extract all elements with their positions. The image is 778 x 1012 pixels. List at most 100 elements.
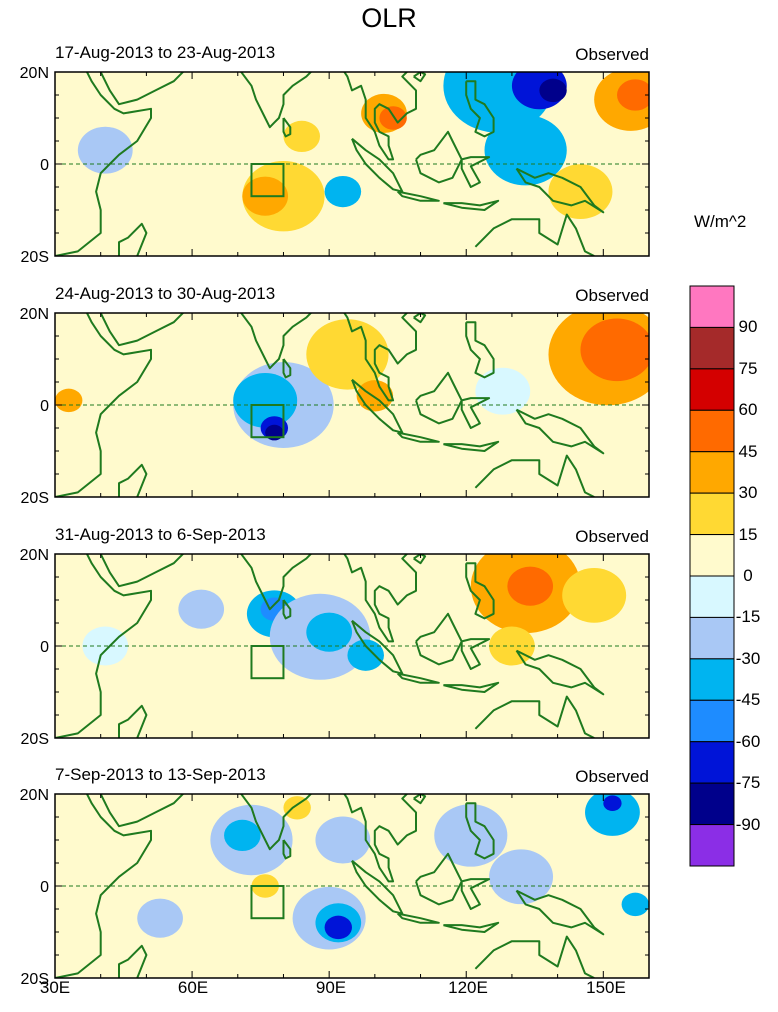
colorbar-level-label: 30 xyxy=(738,483,758,503)
coastline xyxy=(474,695,595,738)
colorbar-level-label: 0 xyxy=(743,566,753,585)
olr-anomaly-blob xyxy=(324,915,352,940)
observed-label: Observed xyxy=(575,286,649,305)
olr-anomaly-blob xyxy=(283,120,321,153)
colorbar-level-label: -45 xyxy=(735,690,761,710)
region-box xyxy=(250,645,285,680)
colorbar-level-label: -30 xyxy=(735,648,761,668)
colorbar-level-label: -75 xyxy=(735,773,761,793)
region-box xyxy=(250,404,285,439)
olr-anomaly-blob xyxy=(315,816,371,864)
map-field xyxy=(55,783,649,978)
olr-panel-2: 24-Aug-2013 to 30-Aug-2013 Observed 20N 0… xyxy=(0,283,778,523)
coastline xyxy=(396,672,440,684)
coastline xyxy=(118,704,148,738)
coastline xyxy=(351,859,404,915)
date-range-label: 31-Aug-2013 to 6-Sep-2013 xyxy=(55,525,266,544)
map-field xyxy=(55,313,649,497)
coastline xyxy=(443,681,500,693)
coastline xyxy=(415,130,463,184)
lat-label: 0 xyxy=(40,879,49,896)
colorbar-level-label: 90 xyxy=(738,317,758,337)
lat-label: 20S xyxy=(21,731,49,748)
olr-anomaly-blob xyxy=(178,589,225,629)
olr-anomaly-blob xyxy=(621,892,649,917)
coastline xyxy=(55,72,152,256)
lon-label-30e: 30E xyxy=(39,978,71,997)
coastline xyxy=(55,313,152,497)
coastline xyxy=(413,554,427,565)
coastline xyxy=(396,431,440,443)
coastline xyxy=(515,167,605,214)
lat-label: 0 xyxy=(40,157,49,174)
colorbar-level-label: -90 xyxy=(735,814,761,834)
lat-label: 20N xyxy=(20,547,49,564)
coastline xyxy=(465,562,495,620)
olr-anomaly-blob xyxy=(580,318,649,382)
coastline xyxy=(99,72,185,106)
lat-label: 0 xyxy=(40,639,49,656)
lon-label-120e: 120E xyxy=(448,978,488,997)
colorbar-level-label: 60 xyxy=(738,400,758,420)
lat-label: 0 xyxy=(40,398,49,415)
coastline xyxy=(515,889,605,936)
olr-anomaly-blob xyxy=(539,78,567,103)
lon-label-90e: 90E xyxy=(315,978,347,997)
coastline xyxy=(515,408,605,455)
olr-anomaly-blob xyxy=(306,612,352,652)
coastline xyxy=(282,599,292,620)
coastline xyxy=(99,554,185,588)
lat-label: 20S xyxy=(21,249,49,266)
coastline xyxy=(396,190,440,202)
coastline xyxy=(415,371,463,425)
olr-anomaly-blob xyxy=(137,898,183,938)
coastline xyxy=(282,117,292,138)
coastline xyxy=(443,199,500,211)
coastline xyxy=(515,649,605,696)
coastline xyxy=(465,321,495,379)
coastline xyxy=(466,783,473,790)
coastline xyxy=(351,378,404,434)
coastline xyxy=(466,61,473,68)
map-plot: 20N 0 20S xyxy=(20,306,650,507)
olr-anomaly-blob xyxy=(603,795,622,812)
olr-anomaly-blob xyxy=(562,568,627,623)
coastline xyxy=(460,878,491,910)
lat-label: 20N xyxy=(20,787,49,804)
olr-anomaly-blob xyxy=(233,373,298,428)
coastline xyxy=(118,463,148,497)
coastline xyxy=(460,638,491,670)
lon-label-150e: 150E xyxy=(586,978,626,997)
coastline xyxy=(351,619,404,675)
olr-anomaly-blob xyxy=(585,794,640,836)
observed-label: Observed xyxy=(575,767,649,786)
colorbar-level-label: 45 xyxy=(738,441,758,461)
coastline xyxy=(351,137,404,193)
region-box xyxy=(250,885,285,920)
colorbar-units: W/m^2 xyxy=(694,212,747,231)
coastline xyxy=(239,72,417,161)
colorbar-level-label: -15 xyxy=(735,607,761,627)
coastline xyxy=(415,612,463,666)
lat-label: 20N xyxy=(20,306,49,323)
coastline xyxy=(443,440,500,452)
coastline xyxy=(118,222,148,256)
olr-panel-4: 7-Sep-2013 to 13-Sep-2013 Observed 20N 0 2… xyxy=(0,764,778,1004)
olr-anomaly-blob xyxy=(347,639,384,671)
colorbar-level-label: 75 xyxy=(738,358,758,378)
olr-anomaly-blob xyxy=(379,106,407,130)
coastline xyxy=(415,852,463,906)
coastline xyxy=(239,554,417,643)
date-range-label: 17-Aug-2013 to 23-Aug-2013 xyxy=(55,43,276,62)
coastline xyxy=(99,794,185,828)
olr-anomaly-blob xyxy=(434,804,508,867)
coastline xyxy=(239,794,417,883)
coastline xyxy=(465,802,495,860)
coastline xyxy=(55,794,152,978)
olr-anomaly-blob xyxy=(324,175,362,208)
olr-panel-3: 31-Aug-2013 to 6-Sep-2013 Observed 20N 0 2… xyxy=(0,524,778,764)
coastline xyxy=(118,944,148,978)
coastline xyxy=(239,313,417,402)
olr-anomaly-blob xyxy=(507,566,554,606)
coastline xyxy=(282,358,292,379)
